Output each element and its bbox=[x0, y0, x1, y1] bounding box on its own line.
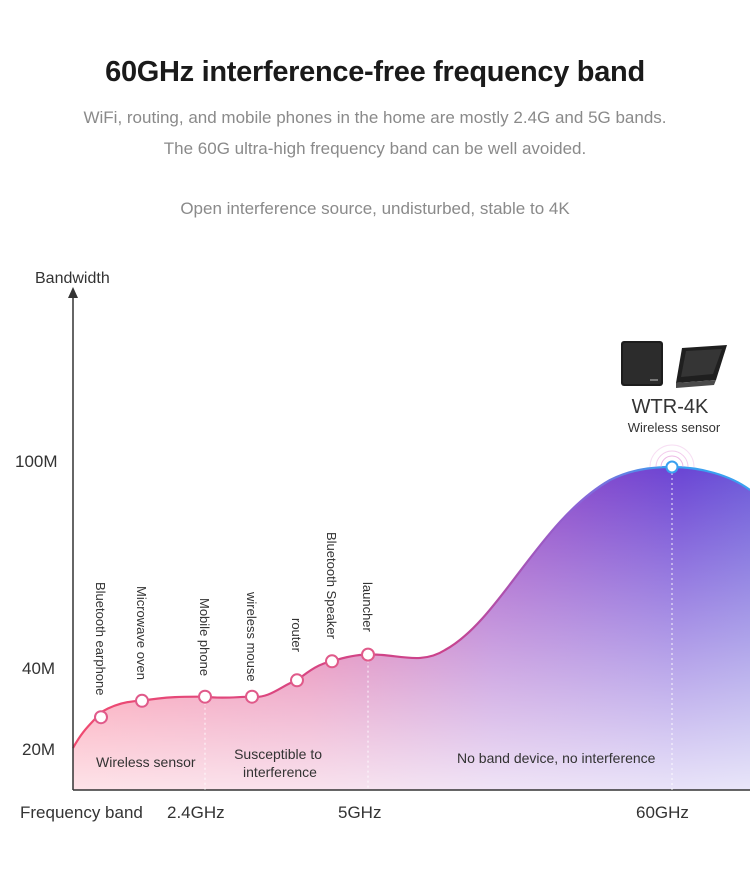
data-point-marker bbox=[325, 654, 339, 669]
device-caption: Wireless sensor bbox=[628, 420, 721, 435]
data-point-marker bbox=[290, 673, 304, 688]
data-point-marker bbox=[361, 647, 375, 662]
x-tick-2-4ghz: 2.4GHz bbox=[167, 803, 225, 822]
data-point-marker bbox=[135, 693, 149, 708]
y-tick-40: 40M bbox=[22, 659, 55, 678]
y-tick-100: 100M bbox=[15, 452, 58, 471]
data-markers bbox=[94, 460, 679, 725]
subtitle-line-1: WiFi, routing, and mobile phones in the … bbox=[83, 108, 667, 127]
area-fade-overlay bbox=[73, 467, 750, 790]
halo-arc bbox=[655, 450, 689, 468]
point-label: Mobile phone bbox=[197, 598, 212, 676]
region-label-wireless-sensor: Wireless sensor bbox=[96, 754, 196, 770]
region-label-susceptible-line-1: Susceptible to bbox=[234, 746, 322, 762]
point-label: Bluetooth earphone bbox=[93, 582, 108, 695]
y-axis-label: Bandwidth bbox=[35, 270, 110, 287]
data-point-marker bbox=[94, 710, 108, 725]
halo-arc bbox=[660, 455, 684, 468]
device-model-label: WTR-4K bbox=[632, 396, 709, 418]
x-tick-5ghz: 5GHz bbox=[338, 803, 381, 822]
device-box-icon bbox=[621, 341, 663, 386]
peak-halo-icon bbox=[649, 444, 695, 468]
tagline: Open interference source, undisturbed, s… bbox=[180, 199, 570, 218]
subtitle-line-2: The 60G ultra-high frequency band can be… bbox=[163, 139, 587, 158]
y-tick-20: 20M bbox=[22, 740, 55, 759]
point-label: wireless mouse bbox=[244, 591, 259, 682]
point-label: Microwave oven bbox=[134, 586, 149, 680]
y-axis-arrow-icon bbox=[68, 287, 78, 298]
point-label: router bbox=[289, 618, 304, 653]
point-label: Bluetooth Speaker bbox=[324, 532, 339, 640]
x-axis-label: Frequency band bbox=[20, 803, 143, 822]
point-label: launcher bbox=[360, 582, 375, 633]
drop-lines bbox=[204, 473, 673, 790]
device-box-tilted-icon bbox=[676, 345, 727, 388]
data-point-marker bbox=[198, 689, 212, 704]
region-label-susceptible: Susceptible to interference bbox=[234, 746, 326, 780]
data-point-marker bbox=[245, 689, 259, 704]
page-title: 60GHz interference-free frequency band bbox=[105, 56, 645, 88]
halo-arc bbox=[649, 444, 695, 468]
region-label-susceptible-line-2: interference bbox=[243, 764, 317, 780]
data-point-marker bbox=[665, 460, 679, 474]
region-label-no-interference: No band device, no interference bbox=[457, 750, 656, 766]
point-labels: Bluetooth earphone Microwave oven Mobile p… bbox=[93, 532, 375, 695]
x-tick-60ghz: 60GHz bbox=[636, 803, 689, 822]
